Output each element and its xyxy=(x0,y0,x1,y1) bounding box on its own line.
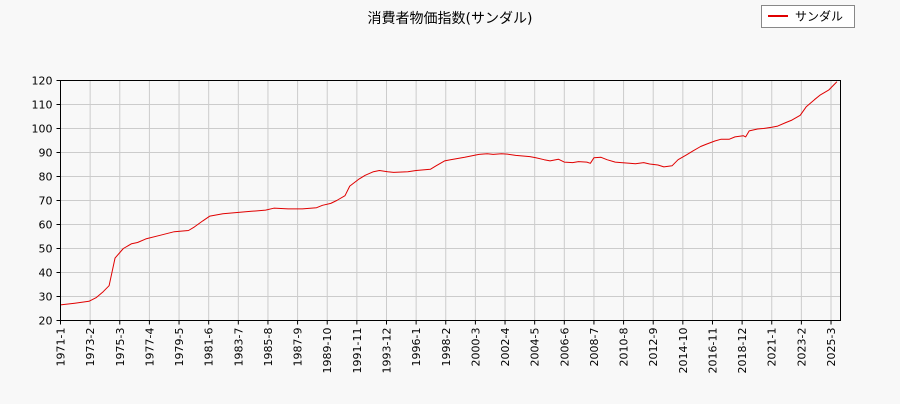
y-tick-label: 50 xyxy=(39,243,53,256)
y-tick-label: 60 xyxy=(39,219,53,232)
x-tick-label: 1996-1 xyxy=(410,328,423,367)
legend-label: サンダル xyxy=(795,9,843,24)
x-tick-label: 2000-3 xyxy=(469,328,482,367)
x-tick-label: 1975-3 xyxy=(114,328,127,367)
x-tick-label: 2008-7 xyxy=(588,328,601,367)
x-axis: 1971-1 1973-2 1975-3 1977-4 1979-5 1981-6 1983… xyxy=(55,320,838,374)
y-axis: 20 30 40 50 60 70 80 90 100 110 120 xyxy=(32,75,61,328)
grid xyxy=(60,80,841,321)
x-tick-label: 1985-8 xyxy=(262,328,275,367)
x-tick-label: 2023-2 xyxy=(795,328,808,367)
x-tick-label: 2002-4 xyxy=(499,328,512,367)
x-tick-label: 1987-9 xyxy=(292,328,305,367)
legend-frame xyxy=(761,5,855,28)
x-tick-label: 1991-11 xyxy=(351,328,364,374)
y-tick-label: 90 xyxy=(39,147,53,160)
x-tick-label: 2016-11 xyxy=(706,328,719,374)
x-tick-label: 1989-10 xyxy=(321,328,334,374)
y-tick-label: 80 xyxy=(39,171,53,184)
x-tick-label: 1993-12 xyxy=(380,328,393,374)
chart-title: 消費者物価指数(サンダル) xyxy=(368,11,533,27)
plot-frame xyxy=(60,80,841,321)
x-tick-label: 2010-8 xyxy=(618,328,631,367)
x-tick-label: 2025-3 xyxy=(825,328,838,367)
legend: サンダル xyxy=(761,5,855,28)
x-tick-label: 1971-1 xyxy=(55,328,68,367)
x-tick-label: 2018-12 xyxy=(736,328,749,374)
y-tick-label: 120 xyxy=(32,75,53,88)
x-tick-label: 1981-6 xyxy=(203,328,216,367)
y-tick-label: 40 xyxy=(39,267,53,280)
y-tick-label: 100 xyxy=(32,123,53,136)
y-tick-label: 30 xyxy=(39,291,53,304)
x-tick-label: 2014-10 xyxy=(677,328,690,374)
x-tick-label: 2021-1 xyxy=(766,328,779,367)
y-tick-label: 20 xyxy=(39,315,53,328)
y-tick-label: 70 xyxy=(39,195,53,208)
x-tick-label: 2006-6 xyxy=(558,328,571,367)
x-tick-label: 1973-2 xyxy=(84,328,97,367)
x-tick-label: 1983-7 xyxy=(232,328,245,367)
x-tick-label: 1979-5 xyxy=(173,328,186,367)
series-group xyxy=(60,81,838,306)
x-tick-label: 2004-5 xyxy=(529,328,542,367)
x-tick-label: 1977-4 xyxy=(143,328,156,367)
y-tick-label: 110 xyxy=(32,99,53,112)
x-tick-label: 2012-9 xyxy=(647,328,660,367)
x-tick-label: 1998-2 xyxy=(440,328,453,367)
series-line-0 xyxy=(60,81,838,306)
